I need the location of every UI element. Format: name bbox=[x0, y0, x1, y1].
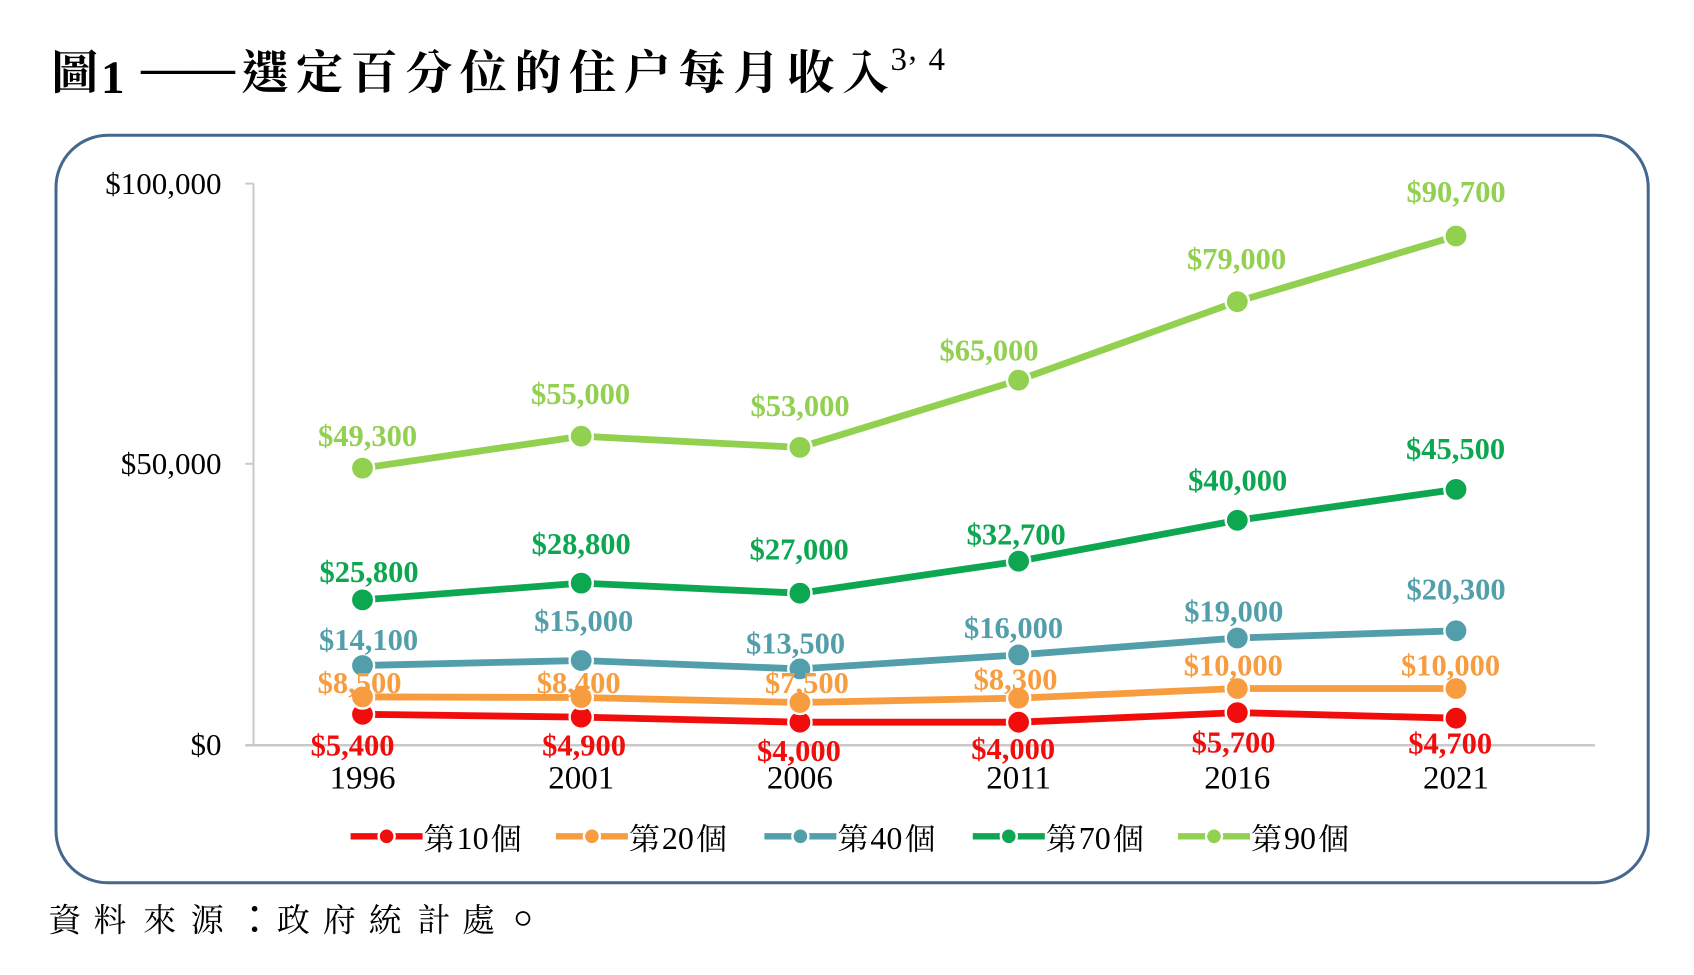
svg-text:——: —— bbox=[140, 43, 236, 95]
svg-text:,: , bbox=[909, 32, 917, 68]
svg-text:$16,000: $16,000 bbox=[964, 611, 1063, 645]
svg-text:$45,500: $45,500 bbox=[1406, 432, 1505, 466]
svg-text:2001: 2001 bbox=[548, 760, 614, 796]
svg-text:$8,500: $8,500 bbox=[318, 666, 402, 700]
svg-text:90: 90 bbox=[1284, 820, 1316, 856]
svg-text:$0: $0 bbox=[191, 727, 222, 762]
svg-text:$4,000: $4,000 bbox=[971, 732, 1055, 766]
svg-text:$53,000: $53,000 bbox=[751, 389, 850, 423]
svg-text:$8,300: $8,300 bbox=[974, 663, 1058, 697]
svg-text:$5,400: $5,400 bbox=[311, 729, 395, 763]
svg-text:$7,500: $7,500 bbox=[765, 666, 849, 700]
svg-text:10: 10 bbox=[457, 820, 489, 856]
svg-text:$100,000: $100,000 bbox=[105, 166, 221, 201]
svg-text:2021: 2021 bbox=[1423, 760, 1489, 796]
svg-text:$4,900: $4,900 bbox=[542, 729, 626, 763]
svg-text:$55,000: $55,000 bbox=[531, 377, 630, 411]
svg-text:$19,000: $19,000 bbox=[1184, 595, 1283, 629]
svg-text:$8,400: $8,400 bbox=[537, 666, 621, 700]
svg-text:$13,500: $13,500 bbox=[746, 627, 845, 661]
svg-text:$10,000: $10,000 bbox=[1401, 649, 1500, 683]
svg-text:70: 70 bbox=[1079, 820, 1111, 856]
svg-text:$5,700: $5,700 bbox=[1192, 726, 1276, 760]
svg-text:$14,100: $14,100 bbox=[319, 623, 418, 657]
svg-text:4: 4 bbox=[929, 42, 946, 78]
svg-text:2011: 2011 bbox=[986, 760, 1051, 796]
svg-text:$20,300: $20,300 bbox=[1406, 573, 1505, 607]
svg-text:20: 20 bbox=[662, 820, 694, 856]
svg-text:$27,000: $27,000 bbox=[750, 533, 849, 567]
svg-text:$65,000: $65,000 bbox=[940, 334, 1039, 368]
svg-text:$49,300: $49,300 bbox=[318, 419, 417, 453]
svg-text:2006: 2006 bbox=[767, 760, 833, 796]
svg-text:$28,800: $28,800 bbox=[532, 527, 631, 561]
svg-text:$15,000: $15,000 bbox=[534, 604, 633, 638]
svg-text:$4,000: $4,000 bbox=[757, 734, 841, 768]
svg-text:$50,000: $50,000 bbox=[121, 446, 222, 481]
svg-text:$4,700: $4,700 bbox=[1408, 727, 1492, 761]
svg-text:$90,700: $90,700 bbox=[1406, 175, 1505, 209]
svg-text:2016: 2016 bbox=[1204, 760, 1270, 796]
svg-text:3: 3 bbox=[891, 42, 908, 78]
svg-text:40: 40 bbox=[870, 820, 902, 856]
svg-text:$10,000: $10,000 bbox=[1184, 649, 1283, 683]
svg-text:$25,800: $25,800 bbox=[319, 555, 418, 589]
svg-text:$79,000: $79,000 bbox=[1187, 242, 1286, 276]
svg-text:1: 1 bbox=[101, 52, 125, 104]
svg-text:1996: 1996 bbox=[330, 760, 396, 796]
svg-text:$32,700: $32,700 bbox=[967, 518, 1066, 552]
svg-text:$40,000: $40,000 bbox=[1188, 464, 1287, 498]
